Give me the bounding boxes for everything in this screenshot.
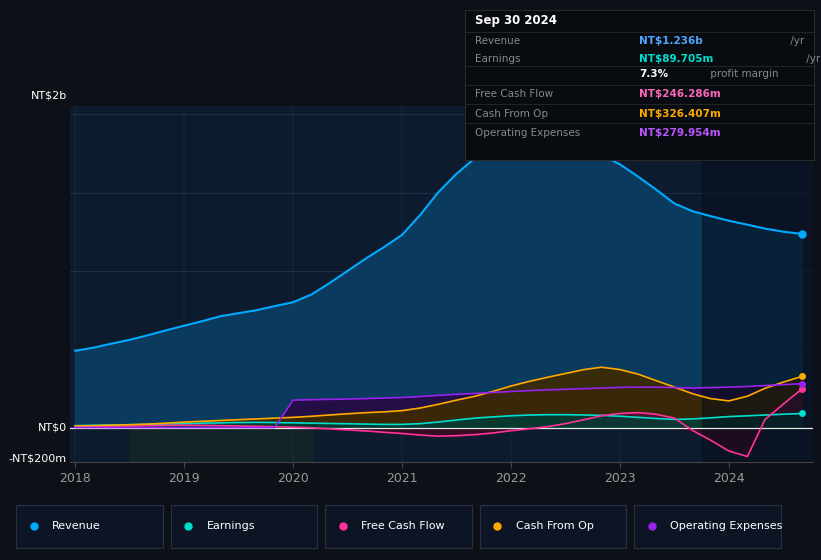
- FancyBboxPatch shape: [480, 505, 626, 548]
- FancyBboxPatch shape: [171, 505, 318, 548]
- Text: Cash From Op: Cash From Op: [475, 109, 548, 119]
- Text: Earnings: Earnings: [475, 54, 521, 64]
- Text: NT$246.286m: NT$246.286m: [639, 89, 721, 99]
- Text: Sep 30 2024: Sep 30 2024: [475, 13, 557, 27]
- FancyBboxPatch shape: [325, 505, 472, 548]
- Text: profit margin: profit margin: [707, 69, 778, 79]
- Text: Earnings: Earnings: [207, 521, 255, 531]
- Text: /yr: /yr: [819, 128, 821, 138]
- Bar: [702, 106, 819, 462]
- Text: Operating Expenses: Operating Expenses: [670, 521, 782, 531]
- Text: NT$326.407m: NT$326.407m: [639, 109, 721, 119]
- Text: /yr: /yr: [819, 89, 821, 99]
- Text: NT$89.705m: NT$89.705m: [639, 54, 713, 64]
- Text: NT$279.954m: NT$279.954m: [639, 128, 721, 138]
- FancyBboxPatch shape: [635, 505, 781, 548]
- Text: NT$1.236b: NT$1.236b: [639, 36, 703, 46]
- Text: NT$2b: NT$2b: [30, 90, 67, 100]
- Text: NT$0: NT$0: [38, 423, 67, 432]
- Text: Free Cash Flow: Free Cash Flow: [361, 521, 445, 531]
- Text: /yr: /yr: [819, 109, 821, 119]
- Text: /yr: /yr: [787, 36, 805, 46]
- Text: Revenue: Revenue: [475, 36, 521, 46]
- Text: Operating Expenses: Operating Expenses: [475, 128, 580, 138]
- Text: Revenue: Revenue: [52, 521, 101, 531]
- Text: /yr: /yr: [803, 54, 820, 64]
- Text: -NT$200m: -NT$200m: [9, 454, 67, 464]
- Text: Cash From Op: Cash From Op: [516, 521, 594, 531]
- Text: Free Cash Flow: Free Cash Flow: [475, 89, 553, 99]
- FancyBboxPatch shape: [16, 505, 163, 548]
- Text: 7.3%: 7.3%: [639, 69, 668, 79]
